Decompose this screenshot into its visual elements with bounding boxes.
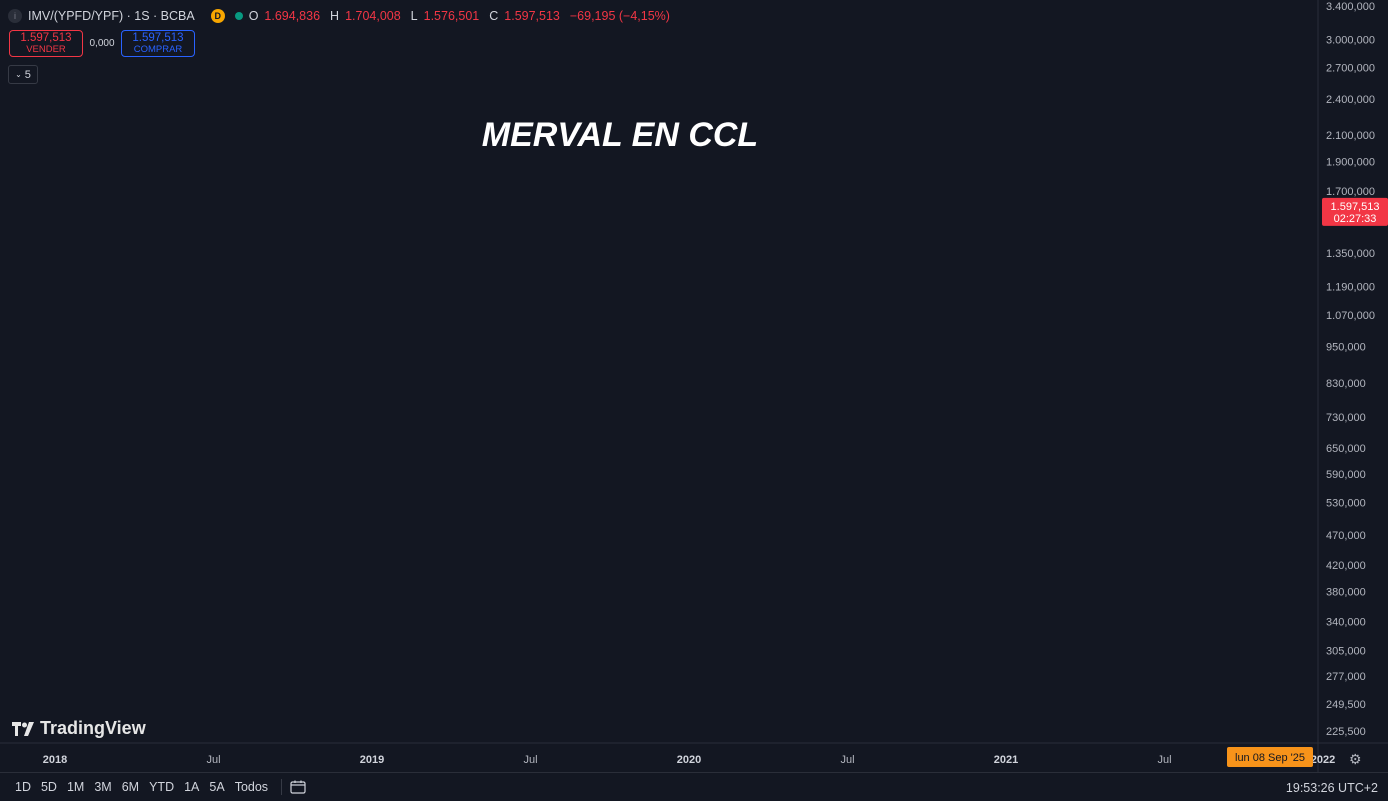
- symbol-info-icon[interactable]: i: [8, 9, 22, 23]
- tradingview-logo: TradingView: [12, 718, 146, 739]
- last-price-badge: [1322, 197, 1388, 226]
- x-tick-label: Jul: [523, 754, 537, 766]
- y-tick-label: 650,000: [1326, 443, 1366, 455]
- y-tick-label: 2.700,000: [1326, 63, 1375, 75]
- y-tick-label: 2.100,000: [1326, 130, 1375, 142]
- indicators-toggle[interactable]: ⌄ 5: [8, 65, 38, 84]
- y-tick-label: 340,000: [1326, 616, 1366, 628]
- y-tick-label: 1.190,000: [1326, 282, 1375, 294]
- crosshair-date-label: lun 08 Sep '25: [1235, 752, 1305, 764]
- y-tick-label: 249,500: [1326, 699, 1366, 711]
- symbol-header: i IMV/(YPFD/YPF) · 1S · BCBA D O 1.694,83…: [8, 6, 674, 26]
- y-tick-label: 277,000: [1326, 671, 1366, 683]
- ohlc-open-value: 1.694,836: [264, 9, 321, 23]
- sell-label: VENDER: [26, 44, 66, 55]
- ohlc-low-label: L: [410, 9, 418, 23]
- y-tick-label: 950,000: [1326, 342, 1366, 354]
- y-tick-label: 470,000: [1326, 530, 1366, 542]
- y-tick-label: 2.400,000: [1326, 94, 1375, 106]
- bottom-toolbar: 1D 5D 1M 3M 6M YTD 1A 5A Todos 19:53:26 …: [0, 772, 1388, 801]
- ohlc-close-label: C: [489, 9, 499, 23]
- ohlc-close-value: 1.597,513: [504, 9, 560, 23]
- spread-value: 0,000: [89, 38, 115, 49]
- timeframe-ytd[interactable]: YTD: [149, 780, 175, 794]
- timeframe-3m[interactable]: 3M: [94, 780, 112, 794]
- ohlc-high-value: 1.704,008: [345, 9, 401, 23]
- y-tick-label: 3.400,000: [1326, 1, 1375, 13]
- y-tick-label: 830,000: [1326, 378, 1366, 390]
- timeframe-5d[interactable]: 5D: [40, 780, 57, 794]
- y-tick-label: 1.700,000: [1326, 186, 1375, 198]
- buy-label: COMPRAR: [133, 44, 183, 55]
- y-tick-label: 730,000: [1326, 412, 1366, 424]
- sell-button[interactable]: 1.597,513 VENDER: [9, 30, 83, 57]
- x-tick-label: Jul: [1157, 754, 1171, 766]
- x-tick-label: 2019: [360, 754, 384, 766]
- y-tick-label: 420,000: [1326, 560, 1366, 572]
- indicators-count: 5: [24, 68, 31, 81]
- chevron-down-icon: ⌄: [15, 70, 22, 79]
- buy-price: 1.597,513: [132, 32, 184, 44]
- timeframe-1a[interactable]: 1A: [184, 780, 200, 794]
- settings-gear-icon[interactable]: ⚙: [1349, 751, 1362, 767]
- timeframe-5a[interactable]: 5A: [209, 780, 225, 794]
- ohlc-low-value: 1.576,501: [423, 9, 480, 23]
- symbol-name[interactable]: IMV/(YPFD/YPF) · 1S · BCBA: [28, 9, 195, 23]
- y-tick-label: 1.350,000: [1326, 248, 1375, 260]
- y-tick-label: 1.900,000: [1326, 156, 1375, 168]
- date-range-icon[interactable]: [290, 780, 306, 794]
- crosshair-date-badge: [1227, 747, 1313, 767]
- x-tick-label: Jul: [840, 754, 854, 766]
- y-tick-label: 305,000: [1326, 645, 1366, 657]
- timeframe-todos[interactable]: Todos: [234, 780, 269, 794]
- tradingview-watermark: TradingView: [40, 718, 146, 738]
- y-tick-label: 530,000: [1326, 498, 1366, 510]
- y-tick-label: 225,500: [1326, 726, 1366, 738]
- x-tick-label: 2022: [1311, 754, 1335, 766]
- toolbar-divider: [281, 779, 283, 795]
- ohlc-change: −69,195 (−4,15%): [569, 9, 670, 23]
- tradingview-logo-icon: [12, 721, 34, 736]
- ohlc-high-label: H: [330, 9, 340, 23]
- timeframe-1m[interactable]: 1M: [66, 780, 85, 794]
- ohlc-open-label: O: [248, 9, 259, 23]
- x-tick-label: 2021: [994, 754, 1018, 766]
- sell-price: 1.597,513: [20, 32, 72, 44]
- last-price-value: 1.597,513: [1331, 201, 1380, 213]
- timeframe-1d[interactable]: 1D: [15, 780, 31, 794]
- x-tick-label: Jul: [206, 754, 220, 766]
- dividend-icon[interactable]: D: [210, 9, 225, 23]
- y-tick-label: 590,000: [1326, 469, 1366, 481]
- y-tick-label: 1.070,000: [1326, 310, 1375, 322]
- x-tick-label: 2018: [43, 754, 67, 766]
- y-tick-label: 3.000,000: [1326, 34, 1375, 46]
- chart-title: MERVAL EN CCL: [482, 116, 758, 154]
- utc-clock[interactable]: 19:53:26 UTC+2: [1285, 781, 1378, 795]
- buy-button[interactable]: 1.597,513 COMPRAR: [121, 30, 195, 57]
- y-tick-label: 380,000: [1326, 587, 1366, 599]
- market-status-icon: [234, 12, 243, 20]
- x-tick-label: 2020: [677, 754, 701, 766]
- timeframe-6m[interactable]: 6M: [121, 780, 140, 794]
- last-price-countdown: 02:27:33: [1334, 213, 1377, 225]
